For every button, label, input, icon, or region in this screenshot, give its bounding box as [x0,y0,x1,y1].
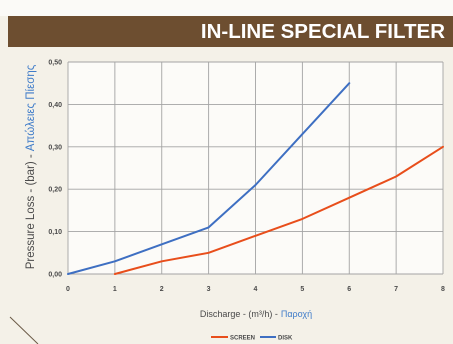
series-line-disk [67,82,351,275]
x-tick-label: 5 [300,286,304,293]
series [67,82,444,275]
decorative-corner-line [9,316,39,344]
y-axis-label-main: Pressure Loss - (bar) - [25,154,37,269]
y-axis-label: Pressure Loss - (bar) - Απώλειες Πίεσης [25,64,37,269]
x-tick-label: 2 [160,286,164,293]
legend-label-screen: SCREEN [230,335,255,341]
x-axis-label-main: Discharge - (m³/h) - [200,309,278,319]
x-tick-label: 7 [394,286,398,293]
legend: SCREEN DISK [211,335,293,341]
grid [67,61,444,275]
x-tick-label: 6 [347,286,351,293]
x-axis-label: Discharge - (m³/h) - Παροχή [200,309,312,319]
y-tick-label: 0,30 [48,144,62,151]
tick-labels: 0 1 2 3 4 5 6 7 8 0,00 0,10 0,20 0,30 0,40 0,50 [48,60,445,294]
x-tick-label: 4 [254,286,258,293]
page-top-margin [0,0,453,16]
y-tick-label: 0,10 [48,229,62,236]
x-tick-label: 1 [113,286,117,293]
y-tick-label: 0,00 [48,272,62,279]
header-banner: IN-LINE SPECIAL FILTER [8,16,453,47]
y-tick-label: 0,50 [48,60,62,67]
x-tick-label: 8 [441,286,445,293]
y-tick-label: 0,20 [48,187,62,194]
series-line-screen [113,145,444,275]
x-tick-label: 0 [66,286,70,293]
x-axis-label-greek: Παροχή [281,309,312,319]
page-title: IN-LINE SPECIAL FILTER [200,20,445,43]
y-tick-label: 0,40 [48,102,62,109]
y-axis-label-greek: Απώλειες Πίεσης [25,64,37,151]
x-tick-label: 3 [207,286,211,293]
legend-label-disk: DISK [278,335,293,341]
